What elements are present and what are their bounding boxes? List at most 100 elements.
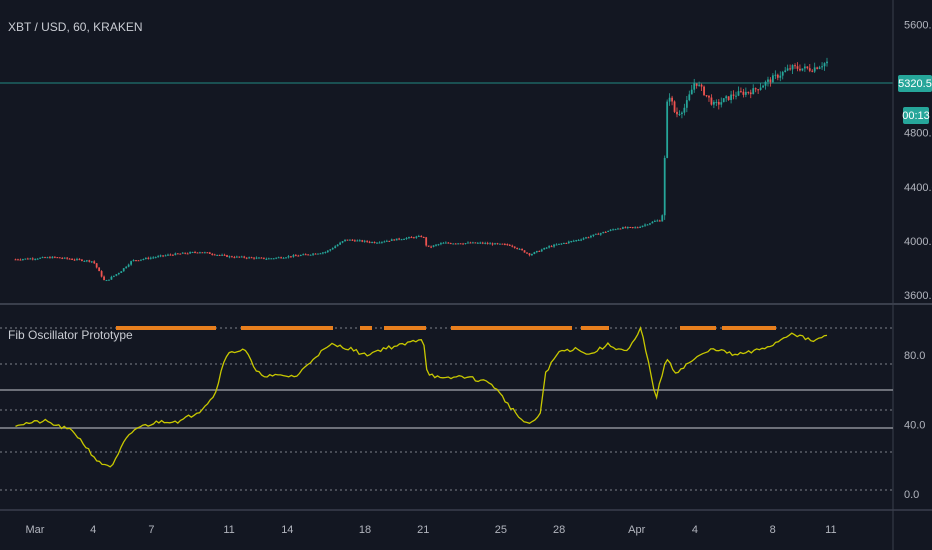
candle-body	[720, 102, 723, 105]
candle-body	[740, 91, 742, 93]
candle-body	[594, 233, 597, 235]
candle-body	[462, 243, 464, 245]
candle-body	[558, 243, 560, 245]
price-axis[interactable]: 3600.0 4000.0 4400.0 4800.0 5600.0	[904, 19, 932, 302]
candle-body	[695, 83, 698, 86]
candle-body	[737, 91, 740, 96]
candle-body	[476, 242, 479, 244]
candle-body	[491, 243, 494, 245]
candle-body	[262, 257, 265, 259]
candle-body	[179, 253, 182, 255]
candle-body	[813, 67, 816, 72]
candle-body	[373, 241, 376, 244]
candle-body	[437, 244, 440, 246]
oscillator-pane[interactable]: Fib Oscillator Prototype	[0, 325, 893, 491]
candle-body	[604, 231, 607, 233]
candle-body	[503, 244, 506, 246]
candle-body	[312, 253, 314, 255]
candle-body	[361, 240, 364, 242]
candle-body	[388, 240, 391, 242]
candle-body	[447, 242, 450, 244]
time-tick-label: 4	[692, 524, 698, 536]
candle-body	[385, 240, 388, 242]
candle-body	[346, 239, 349, 241]
last-price-label: 5320.5 00:13	[898, 75, 932, 124]
candle-body	[550, 246, 553, 248]
candle-body	[621, 227, 624, 229]
candle-body	[41, 257, 44, 259]
candle-body	[149, 257, 152, 259]
candle-body	[631, 227, 634, 229]
candle-body	[577, 239, 580, 241]
candle-body	[290, 256, 292, 258]
candle-body	[513, 246, 516, 248]
candle-body	[617, 228, 619, 230]
candle-body	[730, 94, 732, 101]
candle-body	[776, 74, 779, 78]
candle-body	[649, 223, 651, 225]
time-tick-label: 28	[553, 524, 565, 536]
candle-body	[88, 260, 91, 262]
candle-body	[715, 101, 718, 103]
time-tick-label: 14	[281, 524, 293, 536]
candle-body	[245, 257, 248, 259]
candle-body	[17, 259, 19, 261]
candle-body	[344, 239, 346, 242]
candle-body	[63, 257, 66, 259]
candle-body	[167, 254, 169, 256]
time-axis[interactable]: Mar 4 7 11 14 18 21 25 28 Apr 4 8 11	[25, 524, 836, 536]
candle-body	[201, 252, 204, 254]
candle-body	[653, 220, 656, 222]
price-pane[interactable]: XBT / USD, 60, KRAKEN	[0, 20, 893, 282]
candle-body	[582, 238, 585, 240]
candle-body	[270, 258, 273, 260]
candle-body	[609, 229, 612, 231]
countdown-badge	[903, 107, 929, 124]
signal-markers	[116, 326, 776, 330]
candle-body	[444, 242, 447, 244]
candle-body	[272, 258, 275, 260]
time-tick-label: 11	[223, 524, 234, 536]
candle-body	[383, 241, 386, 243]
candle-body	[378, 242, 381, 244]
candle-body	[366, 240, 369, 242]
candle-body	[405, 237, 408, 239]
candle-body	[213, 254, 216, 256]
candle-body	[368, 241, 371, 243]
candle-body	[826, 61, 828, 64]
candle-body	[634, 227, 637, 229]
candle-body	[314, 253, 317, 255]
candle-body	[68, 258, 71, 260]
oscillator-axis[interactable]: 0.0 40.0 80.0	[904, 350, 925, 501]
candle-body	[339, 242, 342, 245]
candle-body	[791, 65, 794, 70]
candle-body	[26, 258, 29, 260]
candle-body	[501, 243, 504, 245]
candle-body	[164, 255, 167, 257]
candle-body	[449, 243, 452, 245]
candle-body	[240, 256, 243, 258]
candle-body	[243, 256, 246, 258]
candle-body	[44, 257, 46, 259]
time-tick-label: 11	[825, 524, 836, 536]
indicator-title: Fib Oscillator Prototype	[8, 328, 133, 342]
candle-body	[673, 101, 676, 112]
candle-body	[459, 243, 462, 245]
candle-body	[499, 243, 501, 245]
candle-body	[292, 255, 295, 257]
candle-body	[769, 79, 772, 83]
candle-body	[496, 243, 499, 245]
candle-body	[801, 68, 804, 71]
candle-body	[162, 255, 164, 257]
candle-body	[176, 253, 179, 255]
candle-body	[671, 97, 673, 102]
last-price-badge	[898, 75, 932, 92]
candle-body	[78, 258, 81, 260]
candle-body	[211, 253, 214, 255]
candle-body	[710, 97, 713, 105]
candle-body	[526, 252, 528, 254]
time-tick-label: 18	[359, 524, 371, 536]
candle-body	[626, 227, 629, 229]
